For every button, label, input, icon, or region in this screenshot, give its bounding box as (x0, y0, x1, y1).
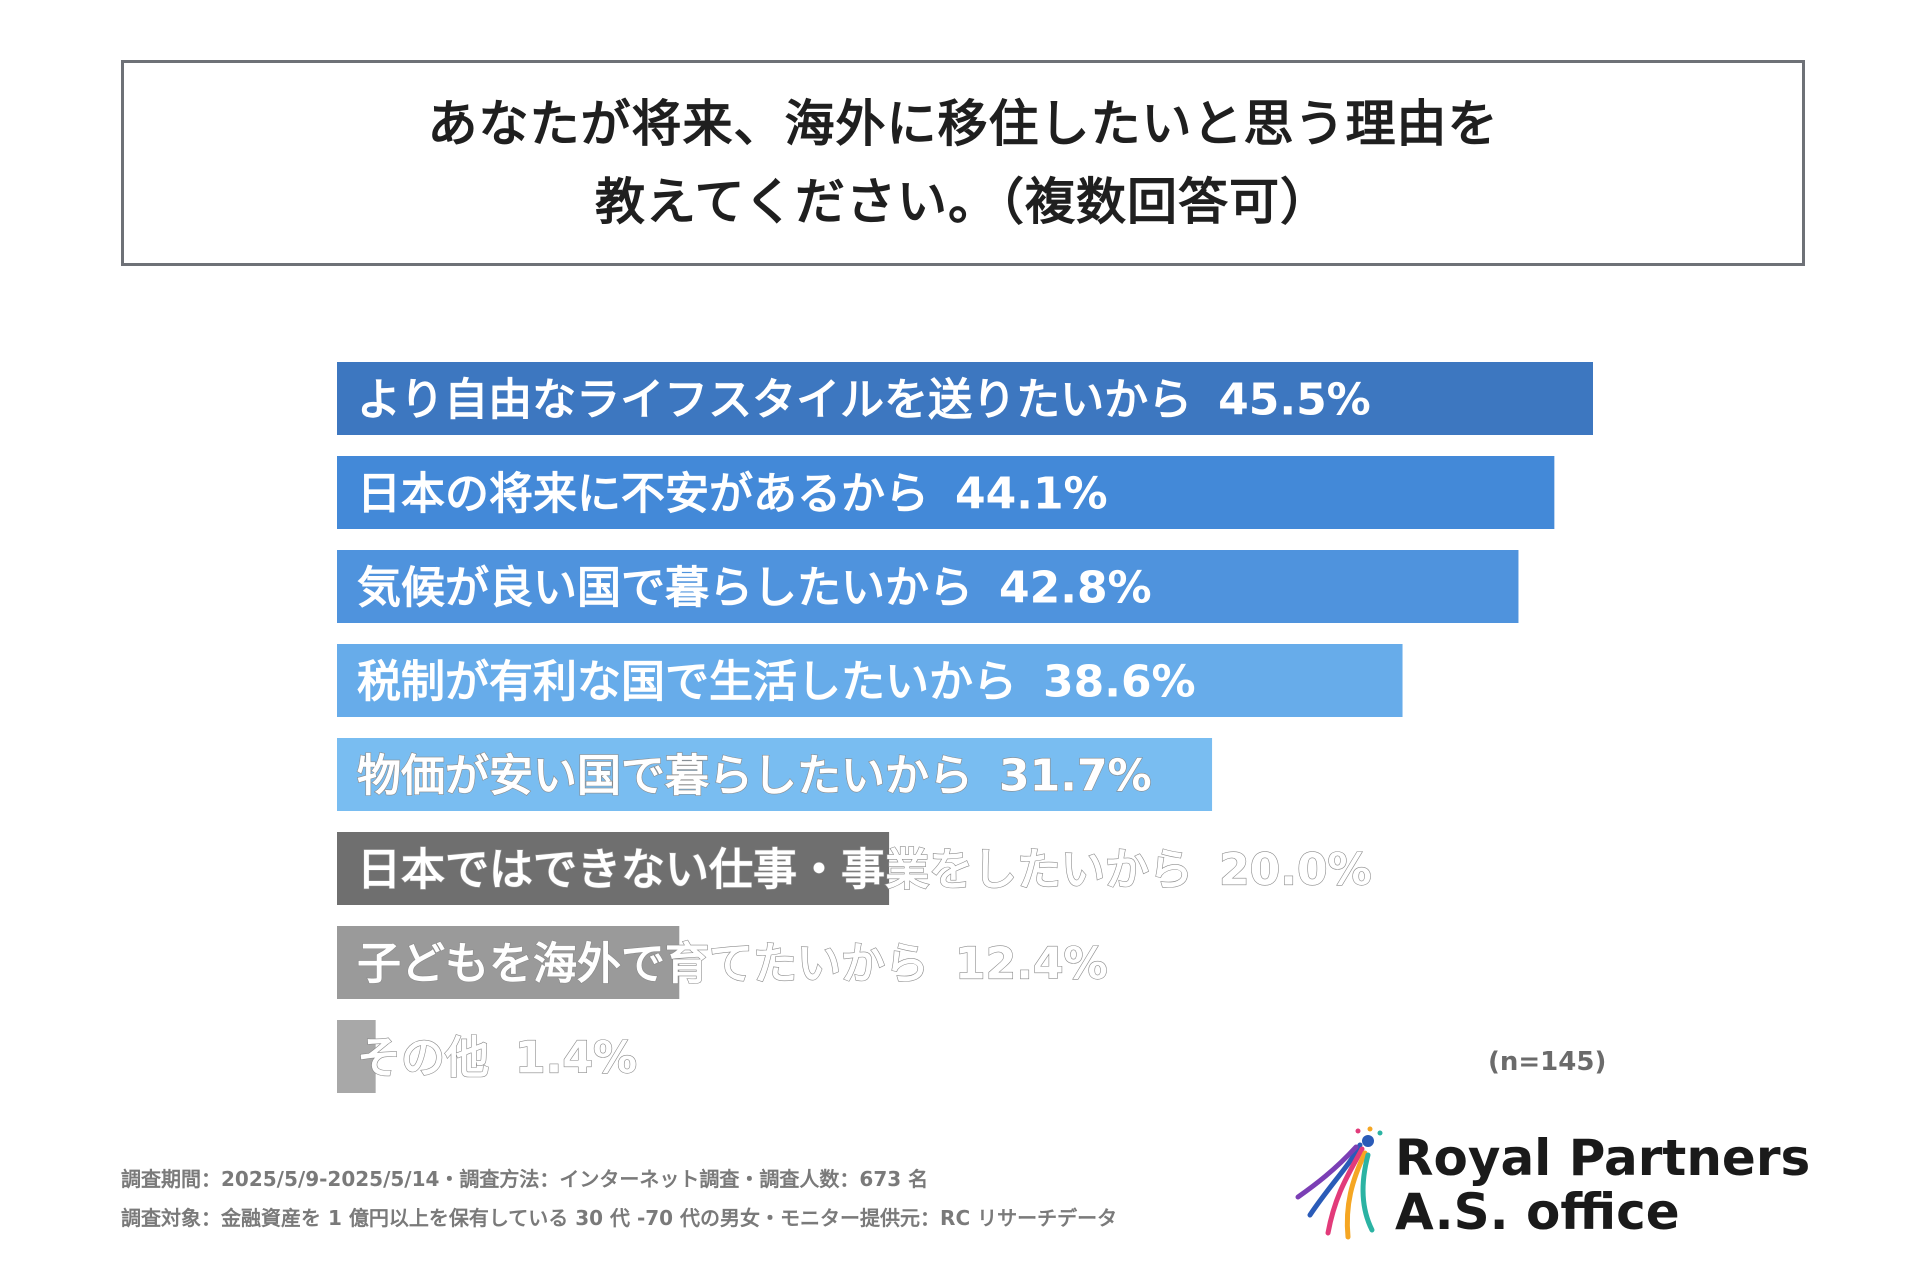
bar-6 (337, 832, 890, 905)
bar-value-7: 12.4% (955, 939, 1108, 990)
bar-label-2: 日本の将来に不安があるから 44.1% (357, 469, 1108, 520)
bar-category-1: より自由なライフスタイルを送りたいから (357, 375, 1192, 426)
bar-value-5: 31.7% (999, 751, 1152, 802)
chart-title-line-1: あなたが将来、海外に移住したいと思う理由を (427, 95, 1499, 153)
logo-text-line-1: Royal Partners (1395, 1129, 1811, 1187)
bar-value-4: 38.6% (1043, 657, 1196, 708)
logo-stroke-4 (1360, 1152, 1375, 1233)
company-logo: Royal Partners A.S. office (1290, 1125, 1810, 1245)
sample-size-label: (n=145) (1488, 1047, 1607, 1077)
bar-label-8: その他 1.4% (357, 1033, 637, 1084)
logo-stroke-3 (1344, 1150, 1368, 1240)
bar-category-6: 日本ではできない仕事・事業をしたいから (357, 845, 1193, 896)
bar-value-1: 45.5% (1218, 375, 1371, 426)
bar-label-7: 子どもを海外で育てたいから 12.4% (357, 939, 1108, 990)
bar-category-3: 気候が良い国で暮らしたいから (357, 563, 973, 614)
bar-category-5: 物価が安い国で暮らしたいから (357, 751, 973, 802)
bar-category-4: 税制が有利な国で生活したいから (357, 657, 1017, 708)
bar-category-7: 子どもを海外で育てたいから (357, 939, 929, 990)
bar-value-3: 42.8% (999, 563, 1152, 614)
bar-5 (337, 738, 1213, 811)
survey-footnote-1: 調査期間：2025/5/9-2025/5/14・調査方法：インターネット調査・調… (121, 1167, 929, 1191)
bar-8 (337, 1020, 376, 1093)
logo-stroke-2 (1325, 1146, 1365, 1236)
bar-4 (337, 644, 1403, 717)
bar-label-1: より自由なライフスタイルを送りたいから 45.5% (357, 375, 1371, 426)
bar-category-8: その他 (357, 1033, 489, 1084)
bar-label-4: 税制が有利な国で生活したいから 38.6% (357, 657, 1196, 708)
bar-value-2: 44.1% (955, 469, 1108, 520)
logo-crest-3 (1377, 1130, 1383, 1136)
bar-3 (337, 550, 1519, 623)
logo-crest-1 (1355, 1128, 1361, 1134)
bar-value-6: 20.0% (1219, 845, 1372, 896)
title-box: あなたが将来、海外に移住したいと思う理由を 教えてください。（複数回答可） (121, 60, 1805, 266)
bar-label-5: 物価が安い国で暮らしたいから 31.7% (357, 751, 1152, 802)
survey-footnote-2: 調査対象：金融資産を 1 億円以上を保有している 30 代 -70 代の男女・モ… (121, 1206, 1118, 1230)
logo-crest-2 (1367, 1126, 1373, 1132)
bar-value-8: 1.4% (515, 1033, 637, 1084)
bar-chart: より自由なライフスタイルを送りたいから 45.5% 日本の将来に不安があるから 44.… (337, 362, 1593, 1093)
bar-2 (337, 456, 1555, 529)
chart-title-line-2: 教えてください。（複数回答可） (595, 173, 1331, 231)
bar-1 (337, 362, 1593, 435)
bar-label-3: 気候が良い国で暮らしたいから 42.8% (357, 563, 1152, 614)
logo-text-line-2: A.S. office (1395, 1183, 1680, 1241)
logo-head (1362, 1135, 1374, 1147)
logo-stroke-5 (1295, 1144, 1359, 1200)
peacock-logo-icon (1295, 1126, 1383, 1240)
logo-stroke-1 (1307, 1142, 1363, 1218)
bar-label-6: 日本ではできない仕事・事業をしたいから 20.0% (357, 845, 1372, 896)
bar-category-2: 日本の将来に不安があるから (357, 469, 929, 520)
bar-7 (337, 926, 680, 999)
